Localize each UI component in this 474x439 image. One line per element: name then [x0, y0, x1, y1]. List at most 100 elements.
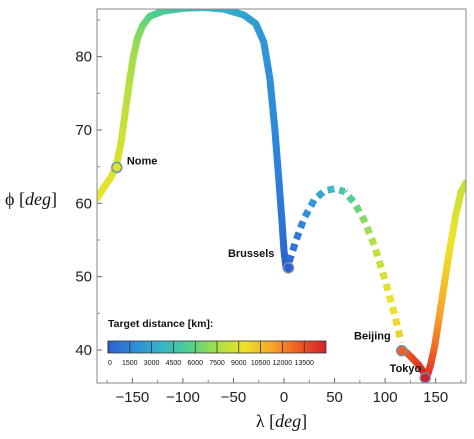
- colorbar: Target distance [km]: 0 1500 3000 4500 6000 75…: [107, 318, 327, 367]
- trajectory-segment: [363, 224, 372, 232]
- colorbar-tick-label: 3000: [144, 360, 160, 367]
- trajectory-segment: [285, 257, 294, 264]
- x-axis-unit: deg: [275, 411, 301, 431]
- trajectory-segment: [342, 189, 350, 196]
- trajectory-segment: [360, 216, 368, 224]
- city-point: [395, 344, 408, 357]
- y-axis-unit: deg: [25, 189, 51, 209]
- colorbar-tick-label: 4500: [166, 360, 182, 367]
- city-point: [111, 161, 123, 174]
- trajectory-segment: [394, 329, 403, 335]
- colorbar-tick-label: 7500: [209, 360, 225, 367]
- trajectory-segment: [358, 213, 367, 221]
- trajectory-segment: [385, 291, 394, 300]
- x-tick-label: 50: [326, 389, 343, 406]
- trajectory-segment: [375, 257, 384, 265]
- trajectory-segment: [391, 316, 400, 323]
- trajectory-segment: [320, 188, 327, 195]
- trajectory-segment: [304, 207, 313, 214]
- trajectory-segment: [309, 197, 318, 205]
- trajectory-segment: [395, 333, 404, 340]
- trajectory-segment: [386, 297, 396, 306]
- x-tick-label: 0: [280, 389, 288, 406]
- colorbar-tick-label: 0: [108, 360, 112, 367]
- colorbar-tick-label: 6000: [187, 360, 203, 367]
- y-tick-label: 50: [75, 269, 92, 286]
- trajectory-segment: [390, 309, 399, 318]
- trajectory-segment: [351, 201, 360, 209]
- x-tick-label: −100: [166, 389, 200, 406]
- y-axis-title: ϕ [deg]: [5, 189, 57, 209]
- plot-frame: [96, 8, 467, 384]
- trajectory-segment: [290, 242, 299, 249]
- trajectory-segment: [315, 192, 322, 200]
- trajectory-segment: [350, 199, 358, 206]
- city-marker: Nome: [111, 155, 158, 174]
- tick-layer: −150 −100 −50 0 50 100 150 40 50 60 70 80: [75, 19, 462, 406]
- city-marker: Tokyo: [390, 363, 432, 384]
- trajectory-segment: [312, 195, 319, 203]
- city-point: [419, 372, 432, 384]
- trajectory-series: [97, 9, 290, 272]
- trajectory-segment: [373, 251, 382, 260]
- trajectory-segment: [294, 231, 303, 238]
- axis-titles: λ [deg] ϕ [deg]: [5, 189, 307, 431]
- trajectory-series: [423, 179, 466, 382]
- city-label: Tokyo: [390, 363, 422, 375]
- trajectory-segment: [366, 233, 375, 241]
- trajectory-segment: [371, 246, 381, 254]
- trajectory-segment: [396, 337, 405, 344]
- trajectory-segment: [353, 204, 362, 212]
- colorbar-tick-label: 10500: [251, 360, 271, 367]
- x-tick-label: 150: [423, 389, 448, 406]
- trajectory-segment: [286, 253, 295, 260]
- colorbar-tick-label: 13500: [294, 360, 314, 367]
- trajectory-segment: [343, 191, 351, 198]
- trajectory-segment: [345, 193, 353, 200]
- city-point: [282, 262, 295, 274]
- colorbar-title: Target distance [km]:: [108, 318, 213, 330]
- trajectory-segment: [361, 220, 370, 228]
- city-label: Beijing: [354, 331, 391, 343]
- trajectory-segment: [380, 273, 389, 282]
- trajectory-segment: [295, 227, 304, 234]
- city-marker: Brussels: [228, 248, 295, 274]
- city-layer: Nome Brussels Beijing Tokyo: [111, 155, 432, 384]
- trajectory-segment: [313, 194, 321, 201]
- trajectory-segment: [368, 237, 377, 245]
- trajectory-segment: [355, 207, 363, 215]
- trajectory-segment: [376, 262, 386, 271]
- trajectory-segment: [381, 279, 391, 288]
- y-tick-label: 80: [75, 49, 92, 66]
- city-label: Brussels: [228, 248, 274, 260]
- trajectory-segment: [318, 189, 326, 197]
- x-tick-label: −50: [221, 389, 246, 406]
- x-tick-label: −150: [115, 389, 149, 406]
- trajectory-segment: [392, 320, 401, 327]
- trajectory-segment: [383, 285, 392, 294]
- trajectory-segment: [296, 224, 305, 231]
- y-tick-label: 70: [75, 122, 92, 139]
- trajectory-segment: [306, 204, 315, 211]
- trajectory-segment: [317, 191, 324, 198]
- trajectory-segment: [388, 303, 397, 312]
- trajectory-series: [285, 185, 405, 344]
- trajectory-segment: [347, 195, 355, 202]
- trajectory-segment: [307, 201, 316, 208]
- trajectory-segment: [370, 241, 379, 249]
- x-tick-label: 100: [373, 389, 398, 406]
- y-tick-label: 60: [75, 195, 92, 212]
- trajectory-segment: [298, 220, 307, 227]
- trajectory-segment: [378, 268, 387, 276]
- colorbar-tick-label: 1500: [122, 360, 138, 367]
- trajectory-segment: [291, 238, 300, 245]
- x-axis-title: λ [deg]: [256, 411, 307, 431]
- trajectory-segment: [288, 249, 296, 256]
- city-marker: Beijing: [354, 331, 408, 357]
- trajectory-segment: [356, 210, 365, 218]
- trajectory-segment: [301, 213, 309, 220]
- colorbar-tick-label: 9000: [231, 360, 247, 367]
- city-label: Nome: [127, 155, 158, 167]
- trajectory-segment: [348, 197, 356, 204]
